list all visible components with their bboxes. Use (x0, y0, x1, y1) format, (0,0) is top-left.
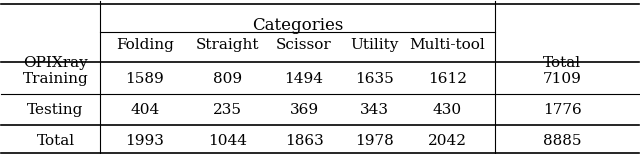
Text: Folding: Folding (116, 38, 173, 52)
Text: 1612: 1612 (428, 71, 467, 85)
Text: Utility: Utility (350, 38, 398, 52)
Text: Total: Total (543, 56, 581, 70)
Text: 809: 809 (213, 71, 242, 85)
Text: 1993: 1993 (125, 134, 164, 148)
Text: Straight: Straight (196, 38, 259, 52)
Text: 1978: 1978 (355, 134, 394, 148)
Text: 404: 404 (130, 103, 159, 117)
Text: 1863: 1863 (285, 134, 323, 148)
Text: 2042: 2042 (428, 134, 467, 148)
Text: 343: 343 (360, 103, 388, 117)
Text: 1635: 1635 (355, 71, 394, 85)
Text: OPIXray: OPIXray (23, 56, 88, 70)
Text: 1589: 1589 (125, 71, 164, 85)
Text: 7109: 7109 (543, 71, 582, 85)
Text: Training: Training (22, 71, 88, 85)
Text: Multi-tool: Multi-tool (410, 38, 485, 52)
Text: 369: 369 (289, 103, 319, 117)
Text: 235: 235 (213, 103, 242, 117)
Text: Testing: Testing (28, 103, 84, 117)
Text: Categories: Categories (252, 16, 344, 34)
Text: Total: Total (36, 134, 75, 148)
Text: 1044: 1044 (208, 134, 247, 148)
Text: 8885: 8885 (543, 134, 581, 148)
Text: 430: 430 (433, 103, 462, 117)
Text: 1494: 1494 (285, 71, 324, 85)
Text: Scissor: Scissor (276, 38, 332, 52)
Text: 1776: 1776 (543, 103, 582, 117)
